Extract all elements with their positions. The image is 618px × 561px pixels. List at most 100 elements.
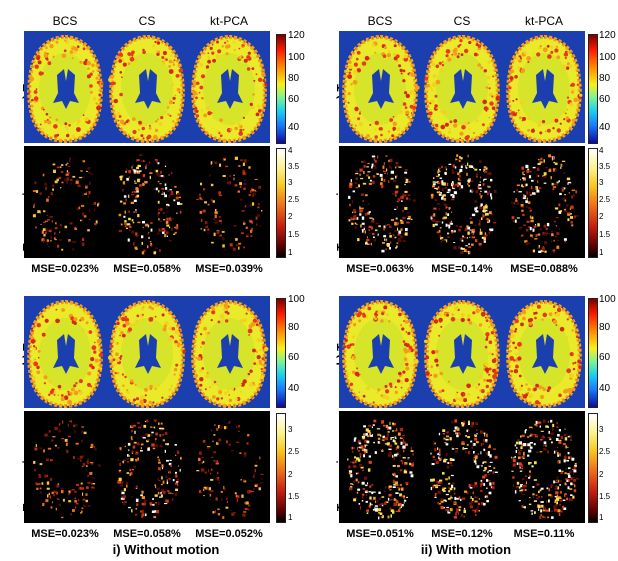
error-tick: 3: [599, 178, 604, 187]
map-tick: 80: [288, 322, 300, 333]
map-tick: 100: [288, 294, 305, 305]
t2-map-cs: [106, 296, 188, 408]
mse-ktpca: MSE=0.11%: [513, 528, 575, 540]
t2-map-bcs: [339, 296, 421, 408]
map-tick: 40: [288, 122, 300, 133]
brain-map-image: [27, 34, 104, 143]
t1rho-error-cs: [421, 146, 503, 258]
t2-error-ktpca: [503, 411, 585, 523]
error-tick: 1.5: [288, 492, 300, 501]
t2-error-ktpca: [188, 411, 270, 523]
error-image: [33, 419, 101, 519]
t2-error-cs: [106, 411, 188, 523]
error-colorbar: [276, 148, 286, 258]
error-tick: 4: [599, 146, 604, 155]
map-colorbar: [588, 298, 598, 408]
error-image: [430, 154, 497, 255]
error-tick: 2: [288, 470, 293, 479]
error-tick: 2: [599, 212, 604, 221]
error-colorbar: [588, 413, 598, 523]
t2-error-bcs: [24, 411, 106, 523]
error-tick: 2.5: [599, 447, 611, 456]
t1rho-map-bcs: [24, 31, 106, 143]
map-tick: 60: [288, 352, 300, 363]
map-tick: 80: [599, 322, 611, 333]
error-tick: 2.5: [288, 195, 300, 204]
t2-map-ktpca: [188, 296, 270, 408]
map-tick: 40: [599, 383, 611, 394]
map-tick: 100: [599, 52, 616, 63]
brain-map-image: [27, 299, 104, 408]
error-image: [118, 154, 183, 255]
t1rho-map-cs: [421, 31, 503, 143]
brain-map-image: [424, 34, 501, 143]
mse-bcs: MSE=0.063%: [346, 263, 414, 275]
t1rho-map-ktpca: [503, 31, 585, 143]
error-tick: 3: [288, 178, 293, 187]
t1rho-map-bcs: [339, 31, 421, 143]
t1rho-error-bcs: [339, 146, 421, 258]
t2-error-cs: [421, 411, 503, 523]
mse-cs: MSE=0.12%: [431, 528, 493, 540]
error-image: [117, 419, 182, 519]
map-tick: 120: [599, 30, 616, 41]
map-tick: 60: [599, 352, 611, 363]
error-image: [511, 154, 579, 253]
error-tick: 1: [288, 248, 293, 257]
brain-map-image: [191, 34, 268, 143]
map-colorbar: [588, 34, 598, 144]
error-tick: 1: [599, 513, 604, 522]
map-colorbar: [276, 298, 286, 408]
error-image: [196, 156, 263, 251]
error-tick: 2: [599, 470, 604, 479]
mse-bcs: MSE=0.023%: [31, 263, 99, 275]
brain-map-image: [342, 299, 419, 408]
map-tick: 60: [288, 94, 300, 105]
column-header-ktpca: kt-PCA: [524, 14, 563, 28]
t2-error-bcs: [339, 411, 421, 523]
mse-bcs: MSE=0.051%: [346, 528, 414, 540]
error-tick: 3.5: [599, 162, 611, 171]
t1rho-error-cs: [106, 146, 188, 258]
mse-ktpca: MSE=0.052%: [195, 528, 263, 540]
error-image: [430, 419, 498, 519]
map-tick: 40: [288, 383, 300, 394]
t1rho-error-bcs: [24, 146, 106, 258]
error-colorbar: [588, 148, 598, 258]
error-tick: 1: [599, 248, 604, 257]
error-tick: 3.5: [288, 162, 300, 171]
brain-map-image: [342, 34, 420, 143]
brain-map-image: [108, 299, 187, 408]
mse-cs: MSE=0.14%: [431, 263, 493, 275]
caption-without-motion: i) Without motion: [112, 542, 220, 557]
error-image: [511, 419, 579, 519]
column-header-ktpca: kt-PCA: [209, 14, 248, 28]
error-tick: 1.5: [599, 492, 611, 501]
brain-map-image: [424, 299, 500, 408]
error-image: [347, 419, 415, 520]
t2-map-ktpca: [503, 296, 585, 408]
brain-map-image: [506, 299, 582, 408]
column-header-cs: CS: [453, 14, 471, 28]
t1rho-map-ktpca: [188, 31, 270, 143]
mse-cs: MSE=0.058%: [113, 528, 181, 540]
mse-cs: MSE=0.058%: [113, 263, 181, 275]
error-tick: 1.5: [288, 230, 300, 239]
map-colorbar: [276, 34, 286, 144]
map-tick: 100: [288, 52, 305, 63]
error-tick: 1: [288, 513, 293, 522]
error-tick: 2.5: [288, 447, 300, 456]
error-image: [196, 420, 264, 519]
error-tick: 3: [288, 425, 293, 434]
error-tick: 2.5: [599, 195, 611, 204]
t1rho-map-cs: [106, 31, 188, 143]
brain-map-image: [108, 34, 185, 143]
map-tick: 80: [599, 73, 611, 84]
column-header-bcs: BCS: [367, 14, 393, 28]
error-image: [32, 157, 100, 251]
map-tick: 40: [599, 122, 611, 133]
column-header-bcs: BCS: [52, 14, 78, 28]
mse-bcs: MSE=0.023%: [31, 528, 99, 540]
brain-map-image: [191, 299, 269, 408]
t2-map-cs: [421, 296, 503, 408]
